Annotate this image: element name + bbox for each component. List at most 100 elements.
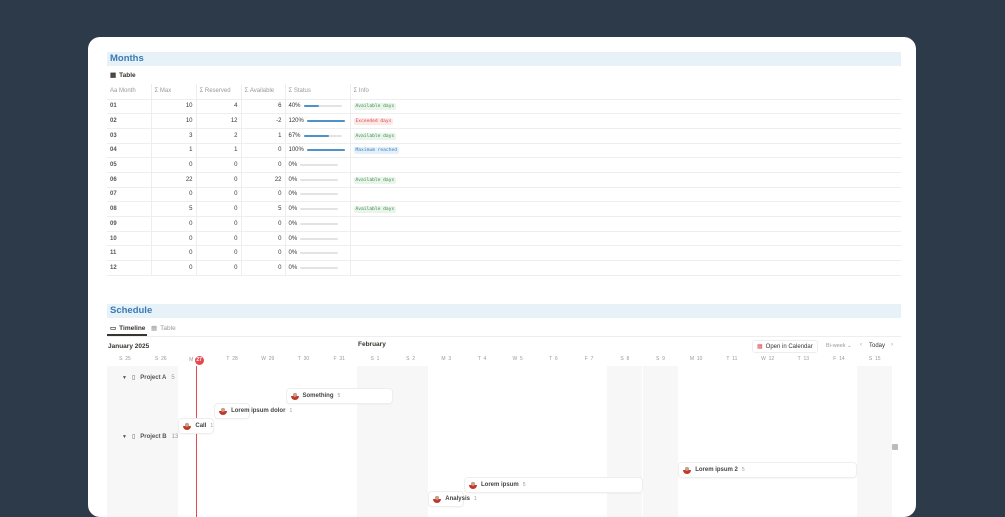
table-row[interactable]: 01 10 4 6 40% Available days [107, 99, 901, 115]
group-header[interactable]: ▼ ▯ Project B 13 [122, 433, 179, 441]
tab-timeline[interactable]: ▭ Timeline [110, 324, 146, 333]
month-cell: 02 [107, 113, 152, 129]
status-cell: 0% [285, 260, 351, 276]
column-header[interactable]: Σ Reserved [196, 84, 242, 100]
table-row[interactable]: 02 10 12 -2 120% Exceeded days [107, 113, 901, 129]
column-header[interactable]: Aa Month [107, 84, 152, 100]
calendar-icon: ▦ [757, 344, 763, 350]
available-cell: 1 [241, 128, 286, 144]
table-row[interactable]: 06 22 0 22 0% Available days [107, 172, 901, 188]
month-cell: 05 [107, 157, 152, 173]
reserved-cell: 0 [196, 231, 242, 247]
available-cell: 5 [241, 201, 286, 217]
info-cell [350, 231, 901, 247]
table-row[interactable]: 08 5 0 5 0% Available days [107, 201, 901, 217]
avatar [183, 422, 192, 430]
max-cell: 10 [151, 113, 197, 129]
table-row[interactable]: 12 0 0 0 0% [107, 260, 901, 276]
month-cell: 11 [107, 245, 152, 262]
progress-bar [300, 252, 339, 255]
prev-button[interactable]: ‹ [860, 342, 862, 348]
progress-bar [300, 193, 339, 196]
reserved-cell: 0 [196, 172, 242, 188]
progress-bar [306, 120, 345, 123]
tab-table[interactable]: ▦ Table [110, 71, 136, 80]
status-cell: 0% [285, 187, 351, 203]
timeline-event[interactable]: Something 5 [286, 389, 392, 403]
status-cell: 0% [285, 157, 351, 173]
table-row[interactable]: 11 0 0 0 0% [107, 245, 901, 262]
table-row[interactable]: 10 0 0 0 0% [107, 231, 901, 247]
timeline-event[interactable]: Call 1 [179, 419, 213, 433]
status-cell: 0% [285, 245, 351, 262]
info-cell: Available days [350, 172, 901, 188]
open-calendar-button[interactable]: ▦ Open in Calendar [752, 340, 818, 353]
info-badge: Available days [353, 206, 397, 214]
max-cell: 22 [151, 172, 197, 188]
day-header: T 4 [477, 356, 487, 362]
month-label: January 2025 [108, 343, 150, 350]
month-cell: 10 [107, 231, 152, 247]
max-cell: 0 [151, 187, 197, 203]
day-header: W 29 [261, 356, 275, 362]
timeline-event[interactable]: Lorem ipsum dolor 1 [215, 404, 292, 418]
status-cell: 100% [285, 143, 351, 159]
column-header[interactable]: Σ Info [350, 84, 901, 100]
tab-table-view[interactable]: ▦ Table [151, 324, 176, 333]
expand-icon[interactable] [892, 444, 898, 450]
table-row[interactable]: 09 0 0 0 0% [107, 216, 901, 232]
weekend-column [392, 366, 429, 517]
timeline-icon: ▭ [110, 325, 117, 332]
day-header: M 10 [689, 356, 703, 362]
reserved-cell: 2 [196, 128, 242, 144]
status-cell: 0% [285, 231, 351, 247]
day-header: T 6 [549, 356, 558, 362]
column-header[interactable]: Σ Available [241, 84, 286, 100]
progress-bar [300, 164, 339, 167]
next-button[interactable]: › [891, 342, 893, 348]
table-row[interactable]: 03 3 2 1 67% Available days [107, 128, 901, 144]
reserved-cell: 0 [196, 201, 242, 217]
table-row[interactable]: 07 0 0 0 0% [107, 187, 901, 203]
progress-bar [300, 237, 339, 240]
info-badge: Exceeded days [353, 118, 394, 126]
table-row[interactable]: 04 1 1 0 100% Maximum reached [107, 143, 901, 159]
max-cell: 0 [151, 245, 197, 262]
weekend-column [142, 366, 179, 517]
max-cell: 0 [151, 216, 197, 232]
reserved-cell: 0 [196, 245, 242, 262]
info-cell [350, 245, 901, 262]
day-header: W 5 [512, 356, 523, 362]
status-cell: 0% [285, 172, 351, 188]
timeline-event[interactable]: Analysis 1 [429, 492, 477, 506]
timeline-event[interactable]: Lorem ipsum 5 [465, 478, 642, 492]
day-header: S 25 [119, 356, 131, 362]
progress-bar [300, 178, 339, 181]
status-cell: 40% [285, 99, 351, 115]
info-badge: Available days [353, 176, 397, 184]
column-header[interactable]: Σ Max [151, 84, 197, 100]
table-icon: ▦ [151, 325, 158, 332]
available-cell: 22 [241, 172, 286, 188]
day-header: S 9 [656, 356, 665, 362]
status-cell: 120% [285, 113, 351, 129]
available-cell: -2 [241, 113, 286, 129]
info-badge: Maximum reached [353, 147, 399, 155]
range-select[interactable]: Bi-week ⌄ [826, 343, 852, 349]
table-row[interactable]: 05 0 0 0 0% [107, 157, 901, 173]
avatar [469, 481, 477, 489]
caret-down-icon[interactable]: ▼ [122, 433, 127, 440]
month-cell: 09 [107, 216, 152, 232]
caret-down-icon[interactable]: ▼ [122, 374, 127, 381]
day-header: T 13 [797, 356, 809, 362]
month-cell: 04 [107, 143, 152, 159]
info-badge: Available days [353, 132, 397, 140]
available-cell: 0 [241, 143, 286, 159]
today-button[interactable]: Today [869, 343, 886, 349]
info-cell: Maximum reached [350, 143, 901, 159]
day-header: S 15 [868, 356, 881, 362]
column-header[interactable]: Σ Status [285, 84, 351, 100]
available-cell: 0 [241, 231, 286, 247]
